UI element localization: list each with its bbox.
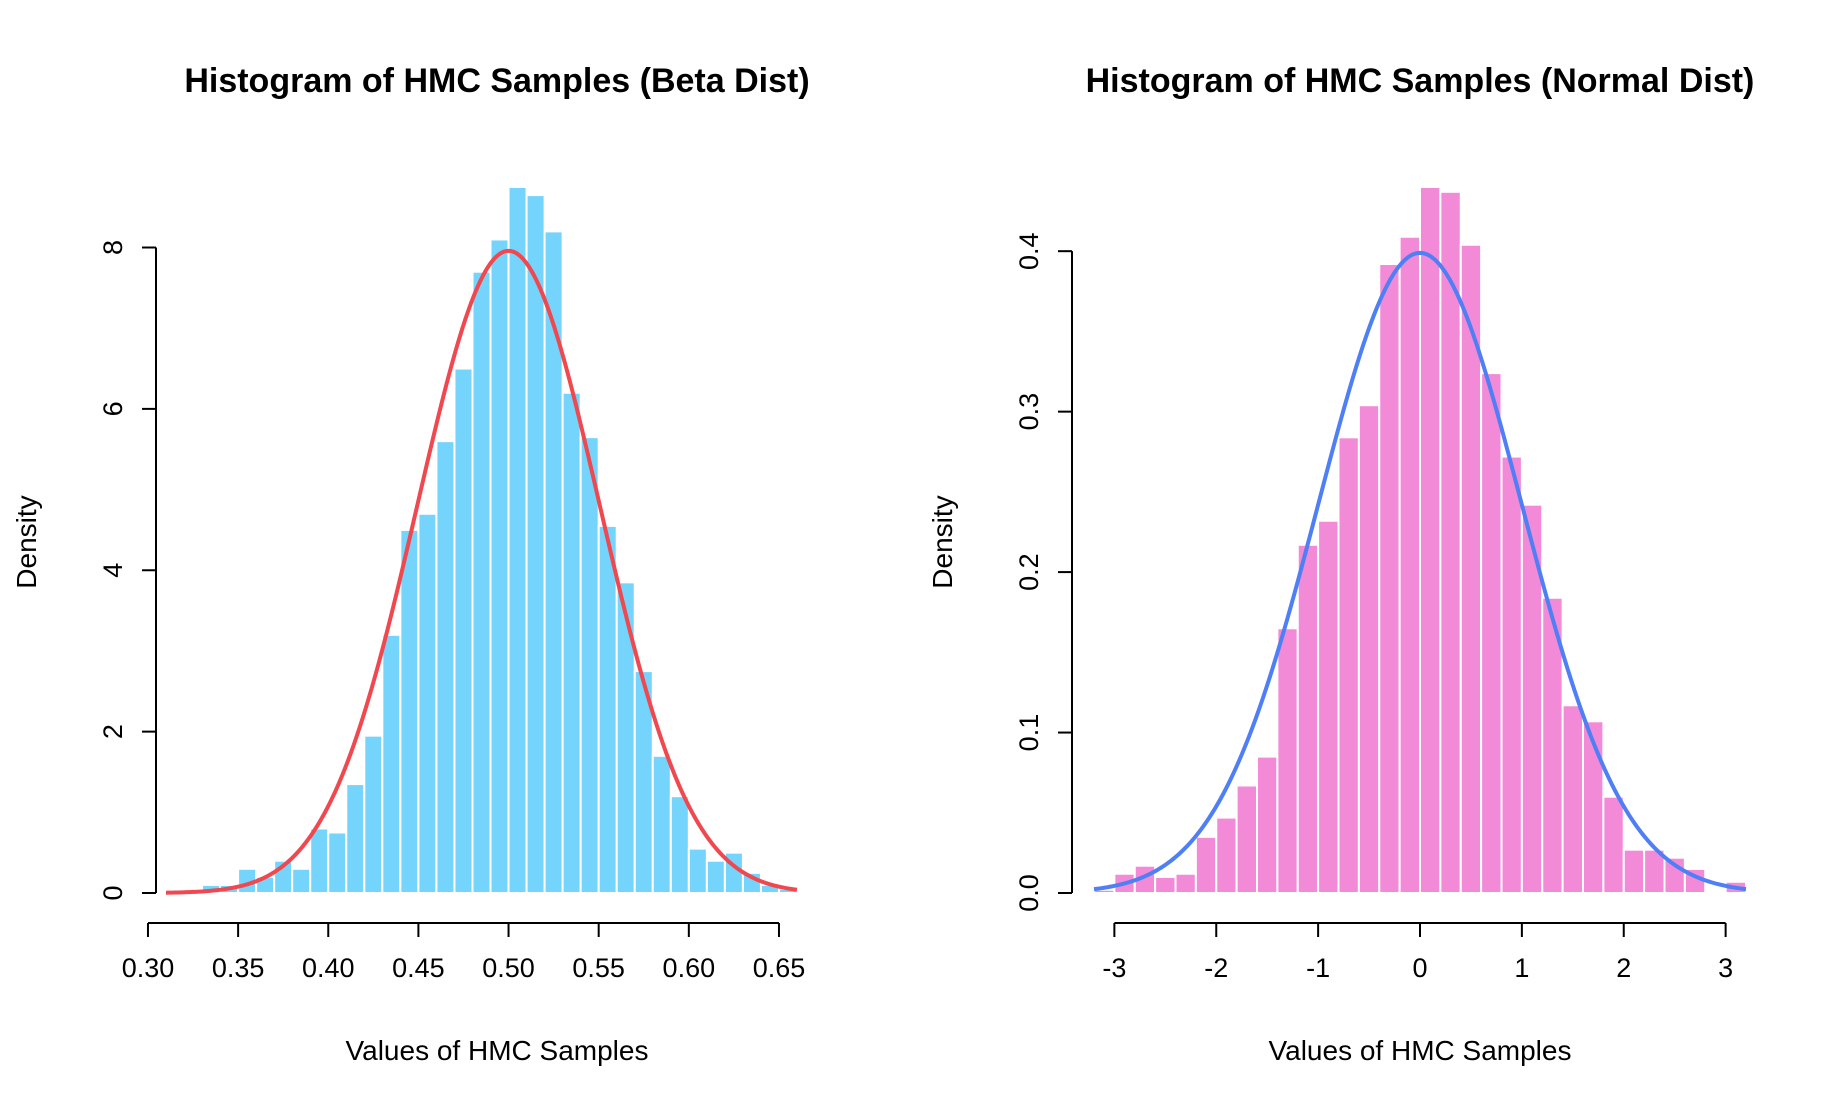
beta-x-tick-label: 0.65 bbox=[753, 953, 806, 983]
beta-histogram-bar bbox=[345, 783, 366, 894]
normal-histogram-bar bbox=[1256, 755, 1279, 895]
beta-y-axis: 0 2 4 6 8 bbox=[98, 240, 157, 901]
beta-x-tick-label: 0.50 bbox=[482, 953, 535, 983]
normal-histogram-bar bbox=[1276, 627, 1299, 894]
beta-histogram-bar bbox=[435, 440, 456, 894]
normal-histogram-bar bbox=[1378, 263, 1401, 894]
normal-x-tick-label: 1 bbox=[1514, 953, 1529, 983]
beta-histogram-bar bbox=[363, 734, 384, 894]
beta-density-curve bbox=[165, 248, 798, 895]
beta-bars bbox=[201, 186, 799, 895]
beta-histogram-bar bbox=[399, 528, 420, 895]
normal-x-tick-label: -3 bbox=[1102, 953, 1126, 983]
beta-x-axis-label: Values of HMC Samples bbox=[346, 1035, 649, 1066]
normal-histogram-bar bbox=[1357, 404, 1381, 894]
beta-x-tick-label: 0.45 bbox=[392, 953, 445, 983]
normal-histogram-bar bbox=[1561, 704, 1584, 894]
beta-y-tick-label: 4 bbox=[98, 563, 128, 578]
normal-bars bbox=[1093, 186, 1747, 895]
beta-histogram-bar bbox=[705, 859, 726, 894]
beta-histogram-bar bbox=[669, 795, 690, 894]
normal-histogram-bar bbox=[1154, 875, 1177, 894]
beta-histogram-bar bbox=[651, 754, 672, 894]
beta-y-axis-label: Density bbox=[11, 495, 42, 588]
normal-x-axis: -3 -2 -1 0 1 2 3 bbox=[1102, 922, 1733, 983]
beta-density-curve-group bbox=[165, 248, 798, 895]
beta-y-tick-label: 2 bbox=[98, 724, 128, 739]
normal-y-tick-label: 0.2 bbox=[1014, 553, 1044, 591]
beta-histogram-bar bbox=[453, 367, 474, 894]
beta-histogram-bar bbox=[471, 270, 492, 895]
beta-histogram-bar bbox=[507, 186, 528, 894]
normal-density-curve bbox=[1093, 250, 1747, 892]
normal-histogram-bar bbox=[1622, 848, 1646, 894]
beta-chart-title: Histogram of HMC Samples (Beta Dist) bbox=[184, 62, 809, 100]
normal-x-tick-label: 2 bbox=[1616, 953, 1631, 983]
normal-x-tick-label: -1 bbox=[1306, 953, 1330, 983]
beta-y-tick-label: 0 bbox=[98, 885, 128, 900]
beta-x-tick-label: 0.60 bbox=[663, 953, 716, 983]
beta-histogram-bar bbox=[291, 867, 312, 895]
beta-histogram-bar bbox=[309, 827, 330, 894]
normal-histogram-bar bbox=[1174, 872, 1197, 895]
normal-histogram-bar bbox=[1480, 372, 1503, 894]
beta-x-tick-label: 0.30 bbox=[122, 953, 175, 983]
normal-histogram-bar bbox=[1215, 816, 1238, 894]
normal-histogram-bar bbox=[1194, 835, 1218, 894]
beta-y-tick-label: 8 bbox=[98, 240, 128, 255]
normal-x-tick-label: -2 bbox=[1204, 953, 1228, 983]
beta-histogram-bar bbox=[417, 512, 438, 895]
normal-histogram-panel: Histogram of HMC Samples (Normal Dist) V… bbox=[927, 62, 1754, 1066]
normal-y-axis-label: Density bbox=[927, 495, 958, 588]
beta-histogram-bar bbox=[615, 581, 636, 894]
beta-x-tick-label: 0.55 bbox=[572, 953, 625, 983]
normal-histogram-bar bbox=[1317, 519, 1340, 895]
normal-x-tick-label: 0 bbox=[1412, 953, 1427, 983]
normal-histogram-bar bbox=[1296, 543, 1320, 895]
normal-y-tick-label: 0.0 bbox=[1014, 874, 1044, 912]
normal-y-tick-label: 0.1 bbox=[1014, 714, 1044, 752]
beta-histogram-bar bbox=[687, 847, 708, 895]
beta-histogram-bar bbox=[597, 524, 618, 894]
normal-y-tick-label: 0.3 bbox=[1014, 393, 1044, 431]
normal-histogram-bar bbox=[1235, 784, 1258, 895]
beta-histogram-bar bbox=[525, 194, 546, 895]
normal-histogram-bar bbox=[1602, 795, 1625, 895]
normal-chart-title: Histogram of HMC Samples (Normal Dist) bbox=[1086, 62, 1755, 100]
normal-histogram-bar bbox=[1419, 186, 1442, 894]
beta-histogram-bar bbox=[327, 831, 348, 895]
normal-histogram-bar bbox=[1337, 436, 1360, 894]
beta-histogram-bar bbox=[579, 436, 600, 894]
normal-histogram-bar bbox=[1398, 235, 1421, 894]
beta-histogram-panel: Histogram of HMC Samples (Beta Dist) Val… bbox=[11, 62, 810, 1066]
normal-density-curve-group bbox=[1093, 250, 1747, 892]
beta-x-tick-label: 0.35 bbox=[212, 953, 265, 983]
beta-histogram-bar bbox=[381, 633, 402, 894]
beta-x-tick-label: 0.40 bbox=[302, 953, 355, 983]
beta-y-tick-label: 6 bbox=[98, 401, 128, 416]
beta-x-axis: 0.30 0.35 0.40 0.45 0.50 0.55 0.60 0.65 bbox=[122, 922, 806, 983]
normal-y-axis: 0.0 0.1 0.2 0.3 0.4 bbox=[1014, 232, 1073, 912]
beta-histogram-bar bbox=[489, 238, 510, 894]
beta-histogram-bar bbox=[561, 391, 582, 894]
normal-x-axis-label: Values of HMC Samples bbox=[1269, 1035, 1572, 1066]
normal-y-tick-label: 0.4 bbox=[1014, 232, 1044, 270]
normal-histogram-bar bbox=[1500, 455, 1523, 894]
normal-x-tick-label: 3 bbox=[1718, 953, 1733, 983]
normal-histogram-bar bbox=[1459, 243, 1483, 895]
